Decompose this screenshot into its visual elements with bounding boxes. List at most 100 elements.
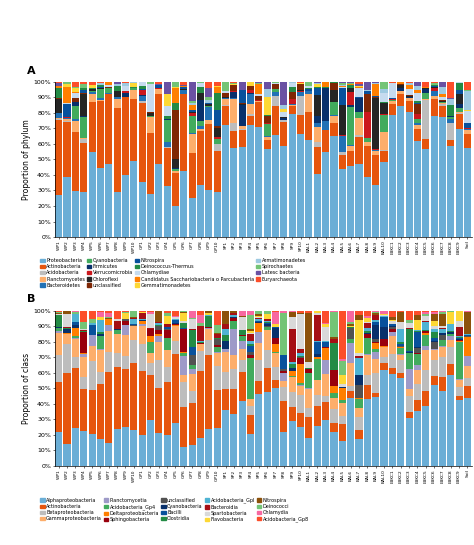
Bar [289,368,296,371]
Bar [272,328,279,338]
Bar [180,375,187,383]
Bar [289,311,296,312]
Bar [397,360,404,373]
Bar [339,82,346,83]
Bar [172,323,179,324]
Bar [289,83,296,87]
Bar [230,313,237,315]
Bar [339,401,346,403]
Bar [80,140,87,143]
Bar [147,113,154,116]
Bar [164,311,171,313]
Bar [356,137,363,164]
Bar [397,342,404,344]
Bar [230,329,237,355]
Bar [239,330,246,335]
Bar [197,93,204,100]
Bar [247,93,254,94]
Bar [272,344,279,353]
Bar [214,352,221,353]
Bar [80,117,87,137]
Bar [164,186,171,237]
Bar [105,84,112,87]
Bar [447,116,454,117]
Bar [189,445,196,466]
Bar [172,423,179,466]
Bar [55,113,62,118]
Bar [130,87,137,88]
Bar [164,338,171,350]
Bar [305,92,312,94]
Bar [89,323,96,325]
Bar [456,321,463,326]
Bar [364,311,371,316]
Bar [297,349,304,353]
Bar [281,82,287,105]
Bar [97,332,104,334]
Bar [114,329,120,330]
Bar [372,185,379,237]
Bar [55,88,62,99]
Bar [356,408,363,417]
Bar [422,149,429,237]
Bar [72,314,79,322]
Bar [456,114,463,129]
Bar [381,357,388,363]
Bar [406,95,412,98]
Bar [214,152,221,192]
Bar [297,364,304,383]
Bar [105,443,112,466]
Bar [314,128,321,142]
Bar [222,99,229,105]
Bar [255,343,263,360]
Bar [138,86,146,89]
Bar [439,87,446,94]
Bar [289,82,296,83]
Bar [72,191,79,237]
Bar [214,86,221,87]
Bar [64,119,71,121]
Bar [406,418,412,466]
Bar [239,360,246,372]
Bar [97,349,104,372]
Bar [330,386,337,393]
Bar [147,363,154,375]
Bar [114,319,120,320]
Bar [356,87,363,88]
Bar [330,102,337,115]
Bar [422,331,429,332]
Bar [339,416,346,424]
Bar [397,344,404,347]
Bar [372,151,379,155]
Bar [372,84,379,96]
Bar [414,400,421,411]
Bar [222,352,229,372]
Bar [114,86,120,91]
Bar [189,391,196,403]
Bar [406,83,412,84]
Bar [347,324,354,326]
Bar [406,353,412,370]
Bar [389,82,396,83]
Bar [447,117,454,119]
Bar [372,339,379,342]
Bar [155,330,162,335]
Bar [330,398,337,409]
Bar [55,99,62,113]
Bar [297,82,304,83]
Bar [422,335,429,346]
Bar [314,426,321,466]
Bar [406,412,412,418]
Bar [230,389,237,414]
Bar [264,314,271,319]
Bar [180,407,187,447]
Bar [297,395,304,413]
Bar [214,366,221,390]
Bar [64,311,71,314]
Bar [138,311,146,312]
Bar [114,353,120,367]
Bar [289,99,296,104]
Bar [447,336,454,341]
Bar [314,123,321,128]
Bar [180,94,187,172]
